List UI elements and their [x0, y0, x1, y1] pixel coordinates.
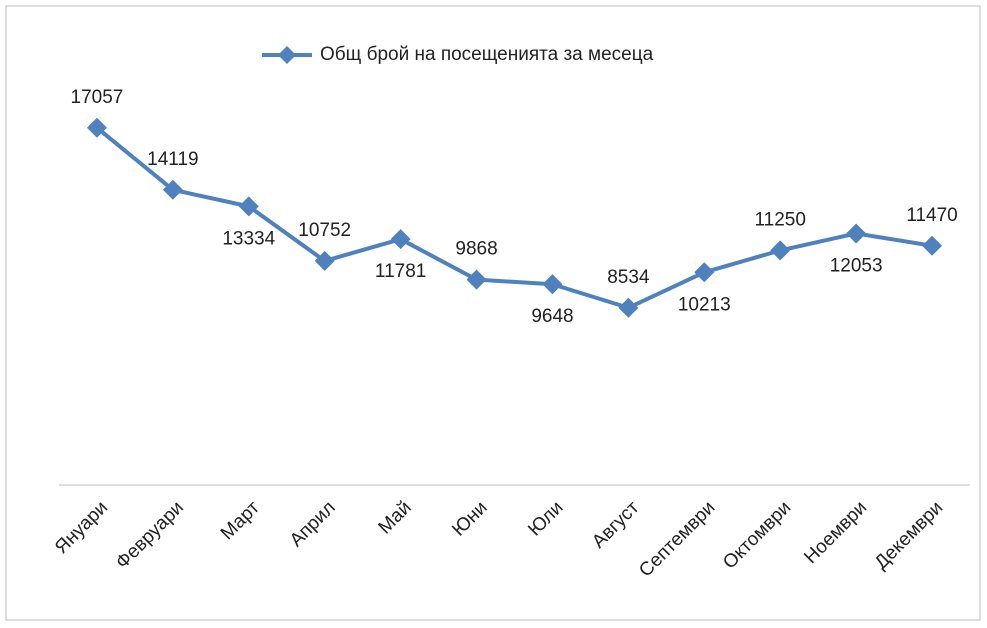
data-point [846, 223, 867, 244]
data-label: 13334 [222, 228, 275, 249]
data-label: 17057 [71, 87, 124, 108]
data-label: 9648 [531, 306, 573, 327]
data-label: 8534 [607, 267, 650, 288]
data-label: 12053 [830, 255, 883, 276]
data-label: 11781 [375, 261, 426, 282]
data-point [694, 262, 715, 283]
data-point [770, 240, 791, 261]
data-point [86, 117, 107, 138]
data-point [238, 196, 259, 217]
data-point [162, 179, 183, 200]
data-label: 10752 [298, 220, 351, 241]
data-label: 14119 [147, 149, 198, 170]
chart-border [5, 5, 981, 621]
data-label: 10213 [678, 294, 731, 315]
data-point [922, 235, 943, 256]
legend-label: Общ брой на посещенията за месеца [320, 44, 654, 65]
series-line [95, 126, 933, 310]
data-point [390, 229, 411, 250]
data-label: 11470 [906, 205, 957, 226]
data-point [618, 297, 639, 318]
data-point [466, 269, 487, 290]
data-label: 9868 [455, 239, 497, 260]
legend-marker [278, 46, 296, 64]
data-point [542, 274, 563, 295]
data-point [314, 250, 335, 271]
data-label: 11250 [754, 209, 805, 230]
